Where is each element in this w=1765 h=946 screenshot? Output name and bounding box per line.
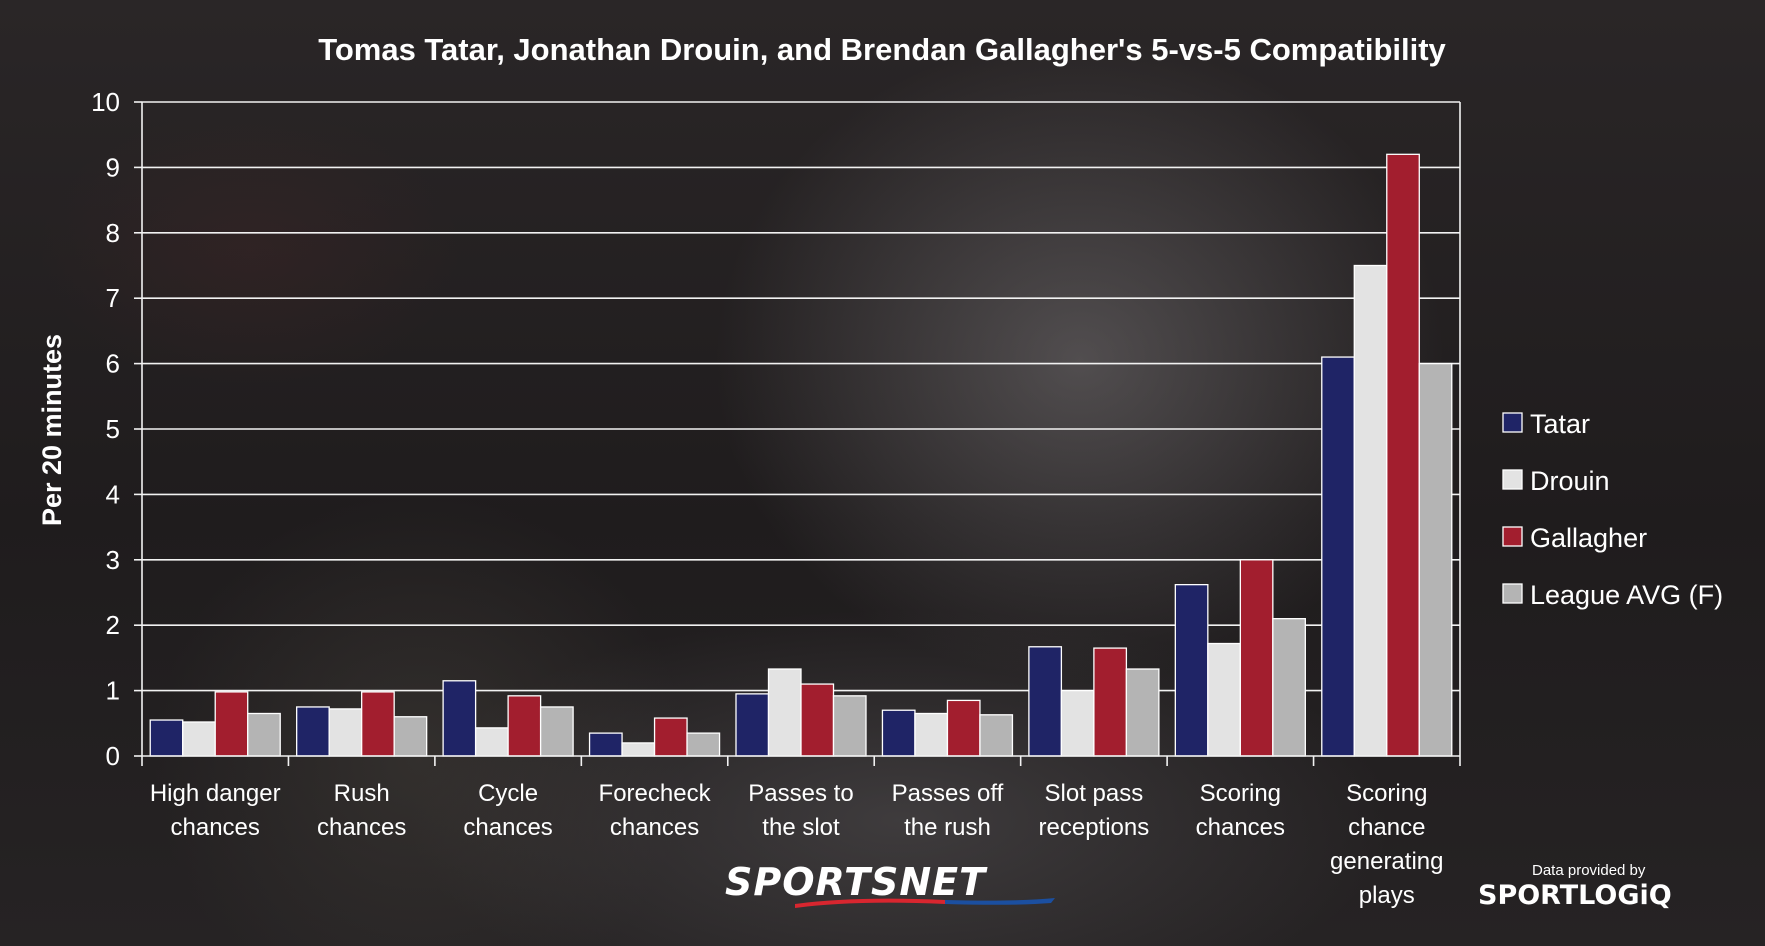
y-tick-label: 7	[106, 283, 120, 313]
legend-swatch	[1502, 412, 1523, 433]
sportsnet-logo-text: SPORTSNET	[725, 860, 987, 904]
x-tick-label: Passes off the rush	[892, 780, 1004, 841]
bar-drouin-1	[328, 708, 363, 757]
y-tick-label: 0	[106, 741, 120, 771]
bar-gallagher-7	[1239, 559, 1274, 757]
bar-gallagher-8	[1386, 153, 1420, 757]
bar-tatar-0	[149, 719, 184, 757]
legend-label: Tatar	[1530, 409, 1590, 439]
chart-title: Tomas Tatar, Jonathan Drouin, and Brenda…	[318, 32, 1446, 67]
legend-label: Gallagher	[1530, 523, 1647, 553]
y-tick-label: 3	[106, 545, 120, 575]
bar-drouin-3	[621, 742, 656, 757]
bar-tatar-8	[1321, 356, 1355, 757]
bar-tatar-2	[442, 680, 477, 757]
x-tick-label: Forecheck chances	[599, 780, 712, 841]
legend-swatch	[1502, 526, 1523, 547]
bar-league-avg-f--7	[1272, 618, 1306, 757]
sportlogiq-logo: SPORTLOGiQ	[1478, 880, 1672, 911]
bar-drouin-0	[182, 721, 216, 757]
y-tick-label: 8	[106, 218, 120, 248]
x-tick-label: Slot pass receptions	[1039, 780, 1150, 841]
bar-tatar-5	[881, 709, 916, 757]
x-tick-label: Cycle chances	[463, 780, 552, 841]
data-credit-label: Data provided by	[1532, 862, 1646, 879]
bar-tatar-7	[1174, 584, 1209, 757]
bar-tatar-3	[588, 732, 623, 757]
x-tick-label: Scoring chances	[1196, 780, 1285, 841]
bar-drouin-8	[1353, 264, 1388, 757]
bar-gallagher-3	[653, 717, 688, 757]
sportsnet-logo: SPORTSNET	[725, 860, 1055, 908]
y-tick-label: 9	[106, 152, 120, 182]
y-axis-label: Per 20 minutes	[37, 334, 67, 526]
bar-league-avg-f--6	[1125, 668, 1160, 757]
bar-gallagher-2	[507, 695, 542, 757]
y-tick-label: 4	[106, 479, 120, 509]
y-tick-label: 10	[91, 87, 120, 117]
bar-gallagher-4	[800, 683, 835, 757]
bar-league-avg-f--5	[979, 714, 1014, 757]
bar-gallagher-0	[214, 691, 249, 757]
bar-league-avg-f--3	[686, 732, 721, 757]
y-tick-labels: 0 1 2 3 4 5 6 7 8 9 10	[91, 87, 142, 771]
legend-swatch	[1502, 583, 1523, 604]
sportsnet-swoosh-icon	[795, 898, 1055, 908]
x-tick-label: Scoring chance generating plays	[1330, 780, 1443, 909]
bars	[149, 153, 1453, 757]
bar-drouin-7	[1207, 642, 1241, 757]
legend-label: Drouin	[1530, 466, 1610, 496]
bar-tatar-6	[1028, 646, 1063, 757]
bar-league-avg-f--1	[393, 716, 428, 757]
bar-league-avg-f--2	[539, 706, 574, 757]
y-tick-label: 2	[106, 610, 120, 640]
bar-gallagher-6	[1093, 647, 1128, 757]
bar-gallagher-1	[361, 691, 395, 757]
legend: Tatar Drouin Gallagher League AVG (F)	[1502, 409, 1723, 610]
bar-league-avg-f--8	[1418, 362, 1453, 757]
y-tick-label: 6	[106, 349, 120, 379]
y-tick-label: 5	[106, 414, 120, 444]
y-tick-label: 1	[106, 676, 120, 706]
bar-drouin-2	[474, 727, 509, 757]
bar-drouin-6	[1060, 689, 1095, 757]
bar-drouin-5	[914, 712, 949, 757]
bar-tatar-4	[735, 693, 770, 757]
legend-swatch	[1502, 469, 1523, 490]
bar-league-avg-f--0	[247, 712, 281, 757]
bar-tatar-1	[296, 706, 330, 757]
x-tick-label: Rush chances	[317, 780, 406, 841]
x-tick-label: High danger chances	[150, 780, 281, 841]
axes	[141, 102, 1461, 766]
x-tick-label: Passes to the slot	[748, 780, 853, 841]
bar-drouin-4	[767, 668, 802, 757]
legend-label: League AVG (F)	[1530, 580, 1723, 610]
bar-gallagher-5	[946, 699, 981, 757]
x-tick-labels: High danger chances Rush chances Cycle chance…	[150, 780, 1444, 909]
gridlines	[142, 101, 1460, 692]
bar-league-avg-f--4	[832, 695, 867, 757]
